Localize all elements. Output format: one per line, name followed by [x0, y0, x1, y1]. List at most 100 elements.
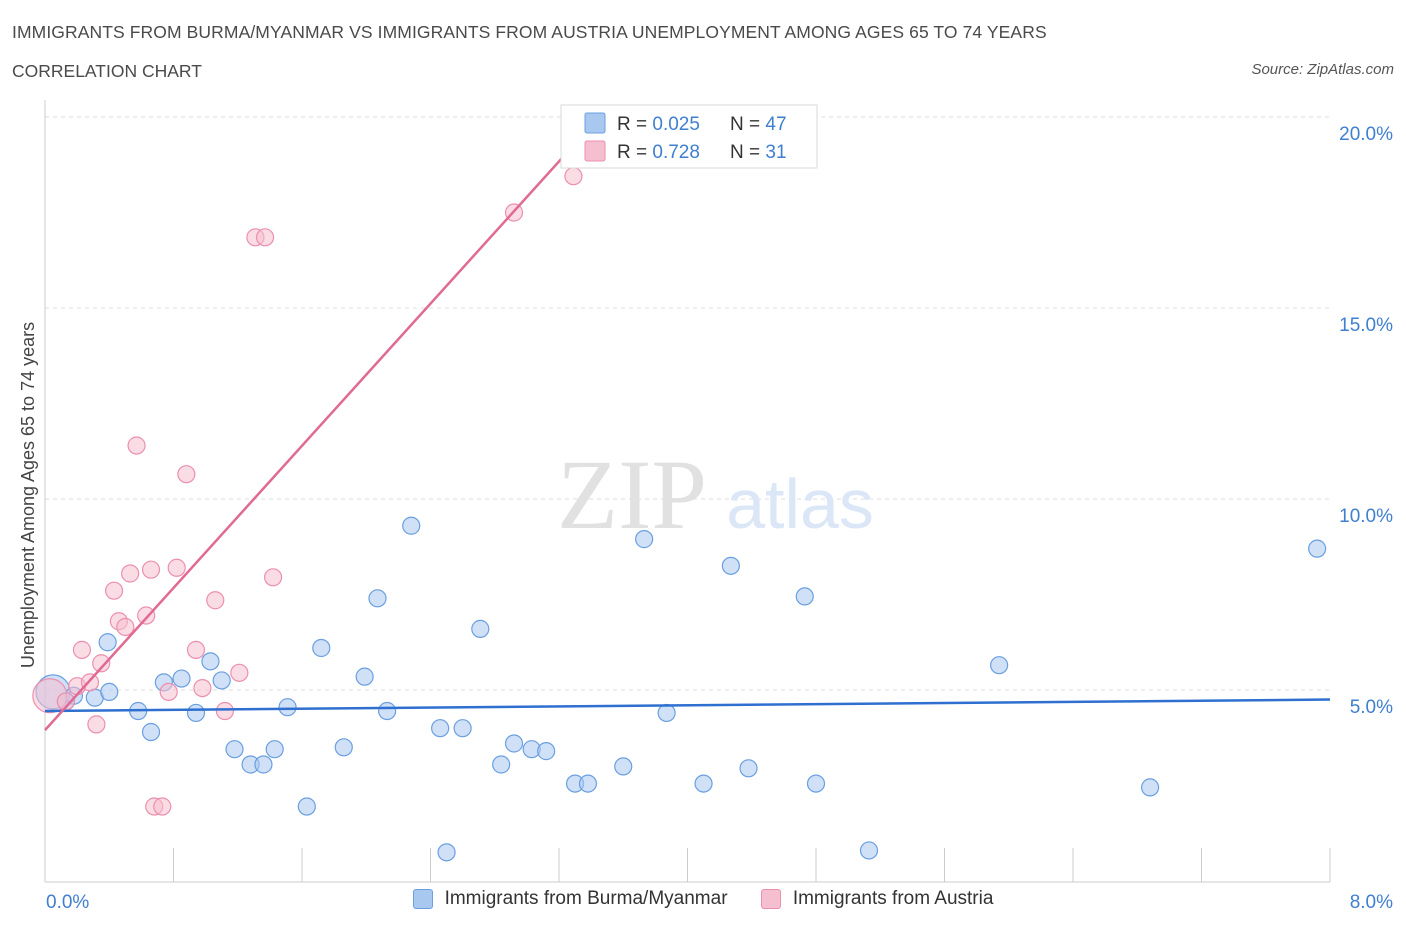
data-point [100, 682, 119, 702]
trend-line-burma [44, 698, 1331, 713]
data-point [614, 757, 633, 776]
data-point [116, 617, 135, 637]
data-point [297, 797, 316, 816]
data-point [137, 606, 156, 625]
legend-r-label: R = [617, 114, 652, 135]
data-point [795, 587, 814, 606]
data-point [402, 516, 421, 535]
watermark-atlas: atlas [726, 465, 874, 543]
y-axis-label: Unemployment Among Ages 65 to 74 years [18, 322, 38, 668]
source-label: Source: ZipAtlas.com [1251, 61, 1394, 78]
data-point [212, 671, 231, 690]
chart-subtitle: CORRELATION CHART [12, 61, 202, 81]
data-point [72, 640, 92, 659]
data-point [278, 698, 297, 717]
data-point [87, 715, 106, 734]
data-point [98, 633, 117, 652]
data-point [564, 167, 583, 186]
data-point [141, 560, 161, 579]
x-tick-label: 0.0% [46, 892, 89, 913]
watermark: ZIP atlas [557, 439, 874, 550]
series-austria-points [32, 167, 583, 816]
data-point [431, 719, 450, 738]
data-point [193, 678, 212, 698]
legend-n-label: N = [730, 114, 765, 135]
data-point [141, 722, 161, 742]
data-point [206, 591, 225, 610]
data-point [172, 669, 191, 688]
stats-legend: R = 0.025 N = 47 R = 0.728 N = 31 [560, 104, 818, 169]
data-point [201, 652, 220, 671]
data-point [167, 558, 186, 577]
svg-text:R = 0.728: R = 0.728 [617, 142, 700, 163]
data-point [255, 228, 275, 247]
y-tick-label: 15.0% [1339, 315, 1393, 336]
y-tick-label: 20.0% [1339, 124, 1393, 145]
legend-r-label: R = [617, 142, 652, 163]
data-point [254, 755, 273, 774]
data-point [721, 556, 740, 575]
legend-n-value: 31 [765, 142, 786, 163]
data-point [355, 667, 374, 686]
chart-title: IMMIGRANTS FROM BURMA/MYANMAR VS IMMIGRA… [12, 22, 1047, 42]
data-point [806, 774, 826, 793]
y-tick-labels: 5.0% 10.0% 15.0% 20.0% [1339, 124, 1393, 718]
legend-r-value: 0.728 [652, 142, 700, 163]
trend-line-austria [44, 116, 601, 731]
data-point [186, 703, 206, 723]
data-point [378, 701, 397, 721]
data-point [453, 719, 472, 738]
data-point [1308, 539, 1327, 558]
svg-text:N = 47: N = 47 [730, 114, 787, 135]
data-point [694, 774, 713, 793]
legend-n-label: N = [730, 142, 765, 163]
data-point [504, 734, 524, 753]
data-point [1140, 778, 1160, 797]
series-legend: Immigrants from Burma/Myanmar Immigrants… [0, 888, 1406, 915]
data-point [153, 797, 172, 816]
svg-text:N = 31: N = 31 [730, 142, 787, 163]
legend-swatch-burma [412, 889, 433, 909]
data-point [159, 682, 178, 702]
data-point [859, 841, 879, 860]
trend-lines [44, 116, 1331, 731]
gridlines [45, 116, 1330, 691]
data-point [739, 759, 758, 778]
data-point [92, 654, 111, 673]
legend-swatch-austria [760, 889, 781, 909]
data-point [537, 742, 556, 761]
data-point [265, 740, 284, 759]
legend-n-value: 47 [765, 114, 786, 135]
data-point [492, 755, 511, 774]
data-point [657, 703, 676, 723]
x-tick-label: 8.0% [1350, 892, 1393, 913]
legend-swatch-blue [584, 112, 606, 134]
watermark-zip: ZIP [557, 439, 707, 550]
legend-label-austria: Immigrants from Austria [792, 888, 994, 909]
data-point [990, 656, 1009, 675]
data-point [368, 589, 387, 608]
legend-r-value: 0.025 [652, 114, 700, 135]
data-point [177, 465, 196, 484]
legend-label-burma: Immigrants from Burma/Myanmar [444, 888, 728, 909]
data-point [471, 619, 490, 638]
legend-swatch-pink [584, 140, 606, 162]
y-tick-label: 10.0% [1339, 506, 1393, 527]
data-point [334, 738, 353, 757]
data-point [230, 663, 249, 682]
data-point [437, 843, 456, 862]
y-tick-label: 5.0% [1350, 697, 1393, 718]
data-point [121, 564, 140, 583]
data-point [312, 638, 331, 658]
series-burma-points [35, 516, 1327, 862]
data-point [215, 701, 234, 721]
data-point [186, 640, 206, 659]
data-point [635, 530, 654, 549]
legend-item-burma: Immigrants from Burma/Myanmar [412, 888, 728, 910]
x-tick-labels: 0.0% 8.0% [46, 892, 1393, 913]
data-point [263, 568, 283, 587]
data-point [104, 581, 124, 600]
axes [44, 100, 1331, 883]
data-point [225, 740, 244, 759]
